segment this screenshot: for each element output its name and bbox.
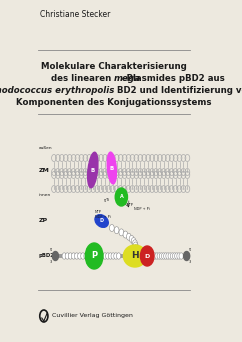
Circle shape — [114, 227, 119, 234]
Circle shape — [108, 253, 113, 259]
Ellipse shape — [88, 152, 98, 188]
Text: P: P — [91, 251, 97, 261]
Circle shape — [170, 253, 174, 259]
Text: ZP: ZP — [38, 218, 47, 223]
Circle shape — [116, 253, 121, 259]
Circle shape — [131, 238, 136, 245]
Circle shape — [140, 246, 154, 266]
Circle shape — [81, 253, 85, 259]
Text: 5': 5' — [189, 248, 192, 252]
Text: BD2 und Identifizierung von: BD2 und Identifizierung von — [114, 86, 242, 95]
Circle shape — [127, 233, 131, 240]
Circle shape — [52, 251, 59, 261]
Circle shape — [157, 253, 161, 259]
Ellipse shape — [95, 215, 108, 227]
Circle shape — [179, 253, 183, 259]
Circle shape — [123, 231, 128, 238]
Circle shape — [175, 253, 179, 259]
Circle shape — [115, 188, 128, 206]
Circle shape — [133, 242, 138, 249]
Circle shape — [135, 249, 140, 255]
Text: innen: innen — [38, 193, 51, 197]
Circle shape — [155, 253, 159, 259]
Text: B: B — [91, 168, 95, 172]
Circle shape — [161, 253, 166, 259]
Circle shape — [85, 243, 103, 269]
Text: 3': 3' — [50, 260, 53, 264]
Circle shape — [134, 244, 139, 251]
Text: NDP + Pi: NDP + Pi — [95, 215, 110, 219]
Text: 5': 5' — [103, 199, 107, 203]
Text: NTP: NTP — [95, 210, 102, 214]
Circle shape — [71, 253, 76, 259]
Circle shape — [68, 253, 73, 259]
Text: B: B — [110, 166, 114, 171]
Circle shape — [166, 253, 170, 259]
Circle shape — [135, 246, 139, 253]
Circle shape — [177, 253, 181, 259]
Circle shape — [153, 253, 157, 259]
Text: außen: außen — [38, 146, 52, 150]
Text: D: D — [100, 219, 104, 224]
Text: Cuvillier Verlag Göttingen: Cuvillier Verlag Göttingen — [52, 314, 133, 318]
Text: H: H — [131, 251, 139, 261]
Circle shape — [164, 253, 168, 259]
Text: Komponenten des Konjugationssystems: Komponenten des Konjugationssystems — [16, 98, 212, 107]
Circle shape — [133, 240, 137, 247]
Text: Christiane Stecker: Christiane Stecker — [40, 10, 110, 19]
Circle shape — [168, 253, 172, 259]
Text: Ti: Ti — [106, 198, 109, 202]
Circle shape — [106, 253, 110, 259]
Text: mega: mega — [114, 74, 141, 83]
Text: pBD2: pBD2 — [38, 253, 54, 259]
Text: Rhodococcus erythropolis: Rhodococcus erythropolis — [0, 86, 114, 95]
Circle shape — [84, 253, 88, 259]
Circle shape — [151, 253, 155, 259]
Circle shape — [114, 253, 118, 259]
Text: NTP: NTP — [127, 203, 134, 207]
Text: Molekulare Charakterisierung: Molekulare Charakterisierung — [41, 62, 187, 71]
Circle shape — [75, 253, 79, 259]
Circle shape — [129, 235, 134, 242]
Text: D: D — [144, 253, 150, 259]
Circle shape — [103, 253, 107, 259]
Text: 3': 3' — [189, 260, 192, 264]
Circle shape — [78, 253, 82, 259]
Circle shape — [159, 253, 164, 259]
Ellipse shape — [123, 245, 146, 267]
Circle shape — [111, 253, 115, 259]
Ellipse shape — [107, 152, 116, 184]
Text: ZM: ZM — [38, 168, 49, 172]
Text: A: A — [120, 195, 123, 199]
Circle shape — [184, 251, 190, 261]
Circle shape — [172, 253, 177, 259]
Circle shape — [119, 229, 124, 236]
Text: des linearen: des linearen — [51, 74, 114, 83]
Circle shape — [65, 253, 69, 259]
Circle shape — [109, 224, 114, 232]
Circle shape — [62, 253, 66, 259]
Text: NDP + Pi: NDP + Pi — [134, 207, 149, 211]
Text: 5': 5' — [50, 248, 53, 252]
Text: -Plasmides pBD2 aus: -Plasmides pBD2 aus — [123, 74, 225, 83]
